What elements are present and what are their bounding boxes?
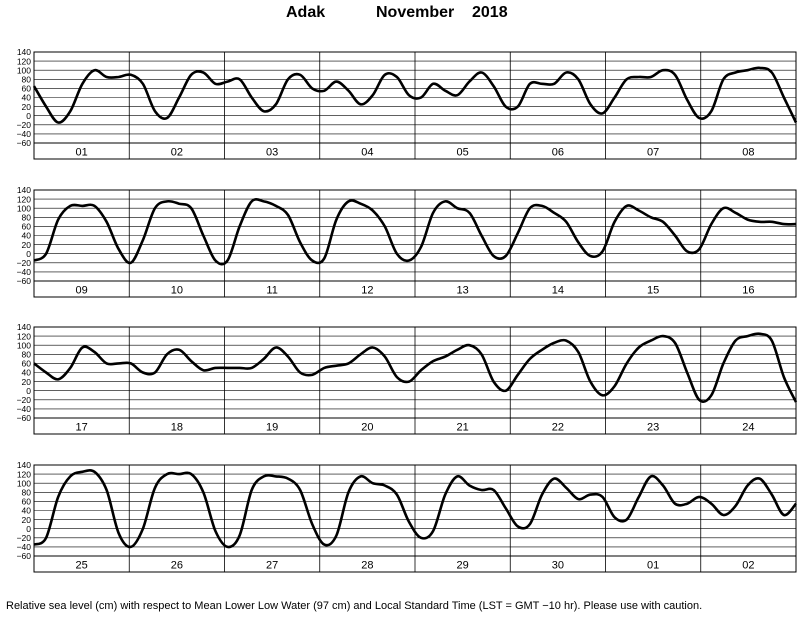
y-tick-label: 100 bbox=[17, 65, 31, 75]
day-label: 15 bbox=[647, 285, 659, 297]
y-tick-label: −40 bbox=[17, 267, 32, 277]
day-label: 02 bbox=[171, 147, 183, 159]
y-tick-label: 60 bbox=[22, 359, 32, 369]
day-label: 10 bbox=[171, 285, 183, 297]
panel-frame bbox=[33, 464, 797, 573]
y-tick-label: 20 bbox=[22, 377, 32, 387]
tide-series-line bbox=[33, 198, 797, 266]
day-label: 02 bbox=[742, 560, 754, 572]
y-tick-label: 60 bbox=[22, 222, 32, 232]
y-tick-label: 80 bbox=[22, 75, 32, 85]
y-tick-label: 20 bbox=[22, 515, 32, 525]
y-tick-label: 0 bbox=[26, 249, 31, 259]
y-tick-label: 0 bbox=[26, 111, 31, 121]
day-label: 05 bbox=[457, 147, 469, 159]
footnote: Relative sea level (cm) with respect to … bbox=[6, 600, 703, 612]
y-tick-label: 60 bbox=[22, 84, 32, 94]
y-tick-label: −20 bbox=[17, 533, 32, 543]
day-label: 16 bbox=[742, 285, 754, 297]
y-tick-label: −40 bbox=[17, 404, 32, 414]
day-label: 19 bbox=[266, 422, 278, 434]
y-tick-label: 120 bbox=[17, 194, 31, 204]
y-tick-label: 100 bbox=[17, 478, 31, 488]
year-label: 2018 bbox=[472, 4, 508, 21]
y-tick-label: 120 bbox=[17, 469, 31, 479]
y-tick-label: 0 bbox=[26, 386, 31, 396]
panel-frame bbox=[33, 189, 797, 298]
y-tick-label: 80 bbox=[22, 213, 32, 223]
y-tick-label: 40 bbox=[22, 368, 32, 378]
day-label: 28 bbox=[361, 560, 373, 572]
day-label: 09 bbox=[76, 285, 88, 297]
y-tick-label: −20 bbox=[17, 395, 32, 405]
day-label: 20 bbox=[361, 422, 373, 434]
y-tick-label: 80 bbox=[22, 488, 32, 498]
y-tick-label: −40 bbox=[17, 129, 32, 139]
tide-series-line bbox=[32, 66, 798, 124]
day-label: 21 bbox=[457, 422, 469, 434]
y-tick-label: −60 bbox=[17, 138, 32, 148]
day-label: 03 bbox=[266, 147, 278, 159]
day-label: 26 bbox=[171, 560, 183, 572]
y-tick-label: 40 bbox=[22, 93, 32, 103]
day-label: 29 bbox=[457, 560, 469, 572]
day-label: 13 bbox=[457, 285, 469, 297]
y-tick-label: −20 bbox=[17, 258, 32, 268]
day-label: 08 bbox=[742, 147, 754, 159]
tide-series-line bbox=[33, 332, 798, 403]
day-label: 23 bbox=[647, 422, 659, 434]
day-label: 22 bbox=[552, 422, 564, 434]
month-label: November bbox=[376, 4, 455, 21]
y-tick-label: −40 bbox=[17, 542, 32, 552]
day-label: 17 bbox=[76, 422, 88, 434]
day-label: 11 bbox=[266, 285, 277, 297]
y-tick-label: 100 bbox=[17, 340, 31, 350]
day-label: 04 bbox=[361, 147, 373, 159]
y-tick-label: −20 bbox=[17, 120, 32, 130]
y-tick-label: 140 bbox=[17, 47, 31, 57]
day-label: 12 bbox=[361, 285, 373, 297]
day-label: 14 bbox=[552, 285, 564, 297]
day-label: 27 bbox=[266, 560, 278, 572]
chart-title: Adak November 2018 bbox=[0, 4, 800, 28]
day-label: 18 bbox=[171, 422, 183, 434]
y-tick-label: −60 bbox=[17, 551, 32, 561]
y-tick-label: 120 bbox=[17, 331, 31, 341]
tide-series-line bbox=[33, 469, 797, 549]
day-label: 01 bbox=[647, 560, 659, 572]
day-label: 06 bbox=[552, 147, 564, 159]
panel-frame bbox=[33, 326, 797, 435]
y-tick-label: −60 bbox=[17, 413, 32, 423]
y-tick-label: 20 bbox=[22, 240, 32, 250]
y-tick-label: 40 bbox=[22, 506, 32, 516]
day-label: 24 bbox=[742, 422, 754, 434]
y-tick-label: 140 bbox=[17, 185, 31, 195]
y-tick-label: 140 bbox=[17, 460, 31, 470]
y-tick-label: 40 bbox=[22, 231, 32, 241]
y-tick-label: 20 bbox=[22, 102, 32, 112]
y-tick-label: 60 bbox=[22, 497, 32, 507]
y-tick-label: 100 bbox=[17, 203, 31, 213]
y-tick-label: 120 bbox=[17, 56, 31, 66]
y-tick-label: 140 bbox=[17, 322, 31, 332]
day-label: 01 bbox=[76, 147, 88, 159]
day-label: 25 bbox=[76, 560, 88, 572]
y-tick-label: 80 bbox=[22, 350, 32, 360]
station-name: Adak bbox=[286, 4, 326, 21]
y-tick-label: −60 bbox=[17, 276, 32, 286]
day-label: 30 bbox=[552, 560, 564, 572]
y-tick-label: 0 bbox=[26, 524, 31, 534]
day-label: 07 bbox=[647, 147, 659, 159]
panel-frame bbox=[33, 51, 797, 160]
